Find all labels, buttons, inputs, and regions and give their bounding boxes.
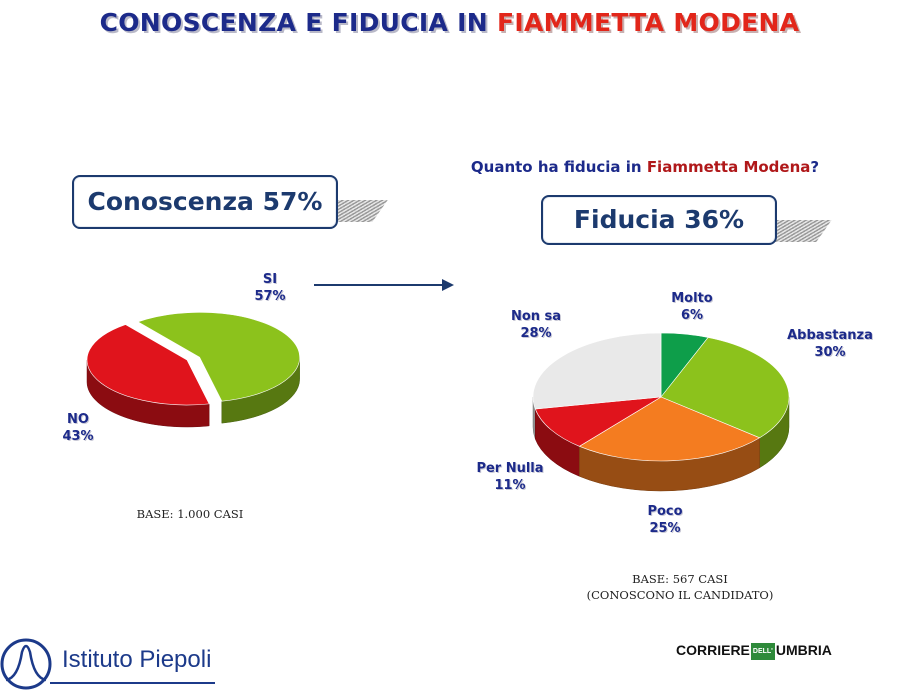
- base-right-line2: (CONOSCONO IL CANDIDATO): [586, 588, 774, 602]
- pie-left-slice-no: [86, 324, 210, 406]
- label-si-name: SI: [262, 272, 278, 287]
- kpi-conoscenza-box: Conoscenza 57%: [72, 175, 338, 229]
- page-title: CONOSCENZA E FIDUCIA IN FIAMMETTA MODENA: [0, 8, 899, 37]
- label-si: SI 57%: [240, 271, 300, 305]
- label-per-nulla-name: Per Nulla: [476, 461, 544, 476]
- label-per-nulla: Per Nulla 11%: [465, 460, 555, 494]
- label-abbastanza: Abbastanza 30%: [775, 327, 885, 361]
- pie-right-slice-per-nulla: [534, 396, 662, 447]
- piepoli-wordmark: Istituto Piepoli: [62, 646, 212, 673]
- label-no-value: 43%: [62, 429, 94, 444]
- question-suffix: ?: [810, 158, 820, 176]
- label-si-value: 57%: [254, 289, 286, 304]
- label-no: NO 43%: [48, 411, 108, 445]
- umbria-word: UMBRIA: [775, 642, 832, 658]
- kpi-fiducia-text: Fiducia 36%: [573, 205, 745, 234]
- label-molto-value: 6%: [680, 308, 704, 323]
- piepoli-underline: [50, 682, 215, 684]
- title-name: FIAMMETTA MODENA: [496, 8, 800, 37]
- pie-right-slice-abbastanza: [660, 337, 790, 439]
- base-left: BASE: 1.000 CASI: [136, 507, 244, 521]
- label-no-name: NO: [67, 412, 89, 427]
- question-text: Quanto ha fiducia in Fiammetta Modena?: [430, 158, 860, 176]
- pie-right-slice-poco: [578, 396, 761, 462]
- logo-istituto-piepoli: Istituto Piepoli: [0, 632, 230, 692]
- pie-left-slice-si: [137, 311, 300, 402]
- label-non-sa: Non sa 28%: [496, 308, 576, 342]
- piepoli-mark-icon: [0, 638, 52, 690]
- label-per-nulla-value: 11%: [494, 478, 526, 493]
- label-poco-value: 25%: [649, 521, 681, 536]
- label-molto-name: Molto: [671, 291, 713, 306]
- logo-corriere-umbria: CORRIERE DELL' UMBRIA: [676, 642, 832, 672]
- corriere-word: CORRIERE: [676, 642, 750, 658]
- base-right-line1: BASE: 567 CASI: [632, 572, 728, 586]
- corriere-dell-badge: DELL': [750, 642, 775, 660]
- label-poco-name: Poco: [647, 504, 683, 519]
- kpi-conoscenza-text: Conoscenza 57%: [87, 187, 323, 216]
- question-name: Fiammetta Modena: [646, 158, 811, 176]
- pie-right-slice-non-sa: [532, 332, 662, 410]
- label-poco: Poco 25%: [625, 503, 705, 537]
- kpi-fiducia-box: Fiducia 36%: [541, 195, 777, 245]
- base-right: BASE: 567 CASI (CONOSCONO IL CANDIDATO): [560, 571, 800, 603]
- label-abbastanza-name: Abbastanza: [787, 328, 873, 343]
- label-abbastanza-value: 30%: [814, 345, 846, 360]
- label-non-sa-name: Non sa: [510, 309, 562, 324]
- question-prefix: Quanto ha fiducia in: [470, 158, 642, 176]
- label-non-sa-value: 28%: [520, 326, 552, 341]
- title-prefix: CONOSCENZA E FIDUCIA IN: [99, 8, 488, 37]
- label-molto: Molto 6%: [652, 290, 732, 324]
